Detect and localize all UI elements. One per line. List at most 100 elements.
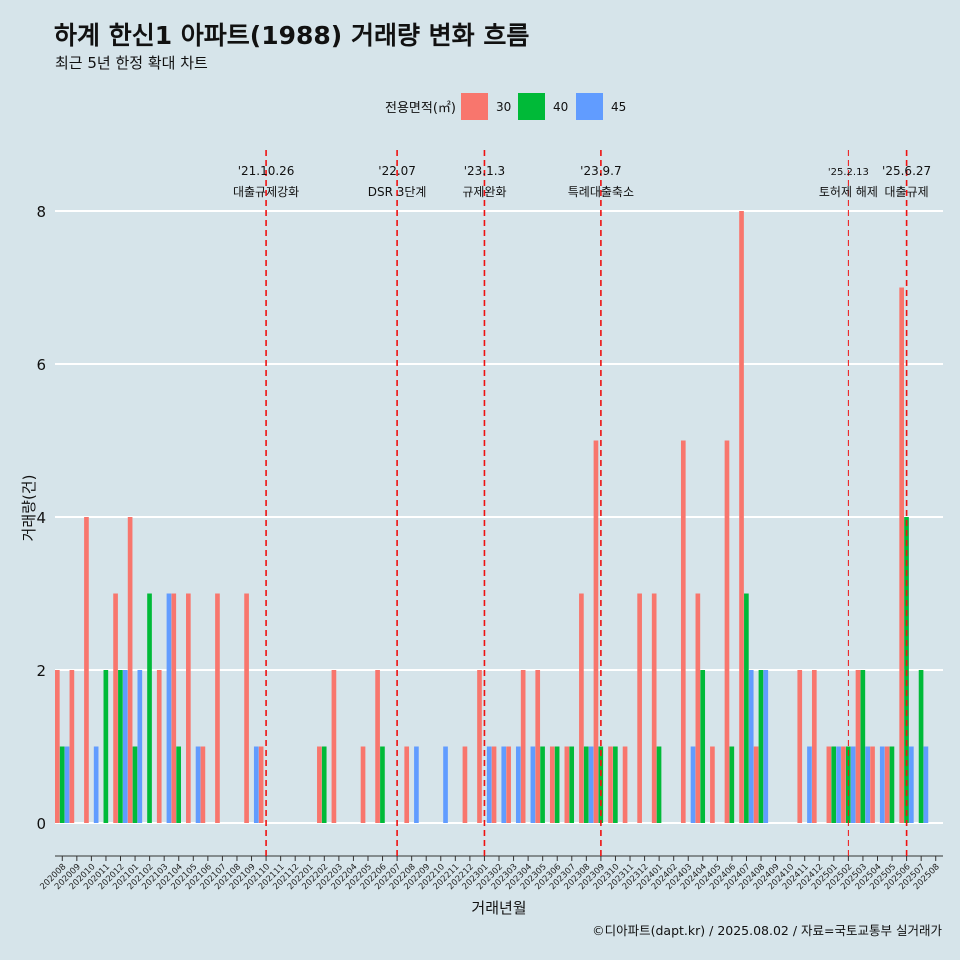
bar-30-202312 — [637, 593, 642, 823]
bar-30-202208 — [404, 746, 410, 823]
legend-title: 전용면적(㎡) — [385, 101, 456, 116]
bar-30-202010 — [84, 517, 89, 823]
x-axis-title: 거래년월 — [471, 899, 526, 917]
bar-30-202403 — [680, 440, 686, 823]
bar-40-202310 — [613, 746, 618, 823]
bar-45-202012 — [122, 670, 128, 823]
bar-30-202506 — [899, 287, 904, 823]
bar-45-202103 — [166, 593, 172, 823]
event-label-202301: 규제완화 — [462, 185, 506, 199]
bar-40-202505 — [889, 746, 895, 823]
bar-30-202012 — [113, 593, 118, 823]
bar-30-202304 — [520, 670, 526, 823]
bar-30-202009 — [69, 670, 75, 823]
bar-40-202404 — [700, 670, 706, 823]
bar-45-202503 — [865, 746, 871, 823]
bar-30-202302 — [491, 746, 497, 823]
bar-40-202305 — [540, 746, 545, 823]
bar-40-202101 — [132, 746, 138, 823]
event-date-202502: '25.2.13 — [828, 167, 869, 178]
bar-30-202206 — [375, 670, 380, 823]
bar-30-202008 — [55, 670, 60, 823]
legend-label-45: 45 — [611, 100, 626, 114]
event-label-202110: 대출규제강화 — [233, 185, 299, 199]
bar-45-202101 — [137, 670, 143, 823]
bar-45-202403 — [690, 746, 696, 823]
event-date-202207: '22.07 — [378, 164, 416, 178]
chart-title: 하계 한신1 아파트(1988) 거래량 변화 흐름 — [54, 21, 530, 50]
bar-45-202303 — [515, 746, 521, 823]
bar-45-202507 — [923, 746, 929, 823]
bar-45-202304 — [530, 746, 536, 823]
legend-swatch-30 — [461, 93, 488, 120]
legend-label-40: 40 — [553, 100, 568, 114]
bar-40-202507 — [918, 670, 924, 823]
bar-30-202107 — [215, 593, 220, 823]
event-label-202207: DSR 3단계 — [368, 185, 427, 199]
y-tick-label: 6 — [36, 356, 46, 374]
legend-label-30: 30 — [496, 100, 511, 114]
bar-40-202104 — [176, 746, 181, 823]
bar-45-202504 — [879, 746, 885, 823]
bar-30-202301 — [477, 670, 482, 823]
bar-30-202503 — [855, 670, 861, 823]
bar-30-202202 — [317, 746, 322, 823]
bar-45-202301 — [486, 746, 492, 823]
bar-40-202406 — [729, 746, 735, 823]
bar-40-202102 — [147, 593, 152, 823]
bar-30-202308 — [579, 593, 584, 823]
bar-40-202407 — [744, 593, 749, 823]
bar-30-202405 — [710, 746, 715, 823]
bar-30-202407 — [739, 211, 744, 823]
bar-30-202106 — [200, 746, 206, 823]
bar-45-202502 — [850, 746, 856, 823]
bar-30-202502 — [841, 746, 846, 823]
bar-40-202408 — [758, 670, 764, 823]
bar-45-202010 — [93, 746, 99, 823]
y-tick-label: 4 — [36, 509, 46, 527]
bar-30-202309 — [593, 440, 599, 823]
y-tick-label: 2 — [36, 662, 46, 680]
bar-40-202008 — [59, 746, 65, 823]
bar-30-202501 — [826, 746, 832, 823]
event-label-202502: 토허제 해제 — [819, 185, 878, 199]
y-tick-label: 8 — [36, 203, 46, 221]
bar-40-202401 — [656, 746, 662, 823]
bar-30-202311 — [622, 746, 628, 823]
bar-30-202101 — [127, 517, 133, 823]
bar-45-202506 — [909, 746, 914, 823]
bar-45-202109 — [253, 746, 259, 823]
bar-40-202011 — [103, 670, 109, 823]
bar-30-202411 — [797, 670, 803, 823]
bar-30-202408 — [753, 746, 759, 823]
bar-30-202303 — [506, 746, 511, 823]
event-label-202506: 대출규제 — [885, 185, 929, 199]
bar-45-202407 — [748, 670, 754, 823]
event-date-202301: '23.1.3 — [464, 164, 505, 178]
y-axis-title: 거래량(건) — [20, 475, 38, 542]
bar-30-202212 — [462, 746, 468, 823]
bar-40-202202 — [321, 746, 327, 823]
legend-swatch-40 — [518, 93, 545, 120]
event-label-202309: 특례대출축소 — [568, 185, 634, 199]
bar-30-202104 — [171, 593, 177, 823]
bar-30-202505 — [884, 746, 890, 823]
bar-30-202504 — [870, 746, 875, 823]
legend-swatch-45 — [576, 93, 603, 120]
bar-45-202308 — [588, 746, 594, 823]
bar-45-202210 — [443, 746, 448, 823]
bar-30-202406 — [724, 440, 730, 823]
bar-30-202105 — [186, 593, 191, 823]
bar-45-202105 — [195, 746, 201, 823]
bar-30-202205 — [360, 746, 366, 823]
bar-45-202302 — [501, 746, 507, 823]
event-date-202506: '25.6.27 — [882, 164, 931, 178]
bar-40-202012 — [118, 670, 123, 823]
bar-45-202008 — [64, 746, 70, 823]
bar-30-202203 — [331, 670, 337, 823]
bar-30-202401 — [651, 593, 657, 823]
bar-30-202305 — [535, 670, 541, 823]
bar-30-202404 — [695, 593, 701, 823]
event-date-202309: '23.9.7 — [580, 164, 621, 178]
event-date-202110: '21.10.26 — [238, 164, 295, 178]
